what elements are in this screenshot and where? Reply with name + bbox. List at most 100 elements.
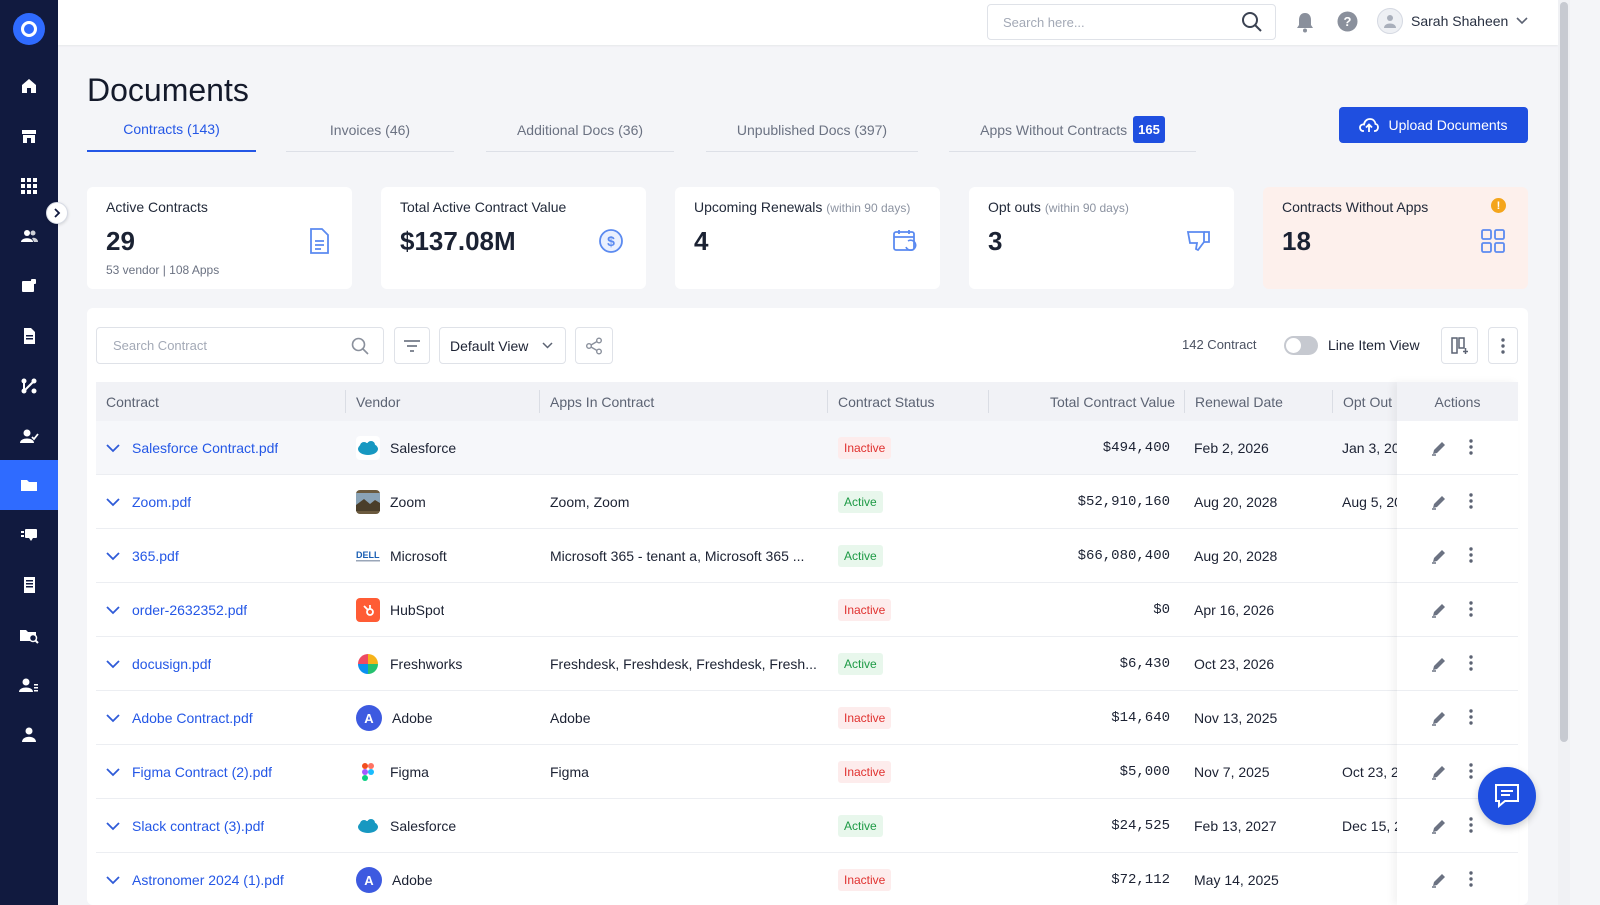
more-vertical-icon[interactable]	[1469, 871, 1473, 887]
expand-row-chevron-icon[interactable]	[106, 637, 122, 691]
tab-invoices[interactable]: Invoices (46)	[286, 108, 454, 152]
table-row[interactable]: order-2632352.pdf HubSpot Inactive $0 Ap…	[96, 583, 1518, 637]
contract-name-link[interactable]: Salesforce Contract.pdf	[132, 440, 279, 456]
column-apps[interactable]: Apps In Contract	[540, 382, 828, 421]
contract-name-link[interactable]: Adobe Contract.pdf	[132, 710, 253, 726]
column-renewal-date[interactable]: Renewal Date	[1185, 382, 1333, 421]
reports-icon[interactable]	[0, 560, 58, 610]
global-search-input[interactable]	[1003, 14, 1241, 30]
stat-card-contracts-without-apps[interactable]: Contracts Without Apps 18 !	[1263, 187, 1528, 289]
edit-pencil-icon[interactable]	[1430, 655, 1448, 673]
table-row[interactable]: Figma Contract (2).pdf Figma Figma Inact…	[96, 745, 1518, 799]
more-vertical-icon[interactable]	[1469, 709, 1473, 725]
line-item-view-toggle[interactable]	[1284, 336, 1318, 355]
store-icon[interactable]	[0, 111, 58, 161]
edit-pencil-icon[interactable]	[1430, 439, 1448, 457]
search-icon[interactable]	[1241, 11, 1263, 33]
table-row[interactable]: docusign.pdf Freshworks Freshdesk, Fresh…	[96, 637, 1518, 691]
contract-search-input[interactable]	[113, 338, 351, 353]
contract-name-link[interactable]: order-2632352.pdf	[132, 602, 248, 618]
stat-card-opt-outs[interactable]: Opt outs (within 90 days) 3	[969, 187, 1234, 289]
expand-row-chevron-icon[interactable]	[106, 853, 122, 905]
more-vertical-icon[interactable]	[1469, 655, 1473, 671]
column-status[interactable]: Contract Status	[828, 382, 989, 421]
expand-row-chevron-icon[interactable]	[106, 745, 122, 799]
global-search[interactable]	[987, 4, 1276, 40]
contract-name-link[interactable]: Zoom.pdf	[132, 494, 192, 510]
contract-name-link[interactable]: Slack contract (3).pdf	[132, 818, 265, 834]
app-logo[interactable]	[13, 13, 45, 45]
user-settings-icon[interactable]	[0, 710, 58, 760]
table-row[interactable]: 365.pdf DELL Microsoft Microsoft 365 - t…	[96, 529, 1518, 583]
user-check-icon[interactable]	[0, 411, 58, 461]
scrollbar-thumb[interactable]	[1560, 2, 1568, 742]
table-row[interactable]: Zoom.pdf Zoom Zoom, Zoom Active $52,910,…	[96, 475, 1518, 529]
contract-name-link[interactable]: 365.pdf	[132, 548, 179, 564]
filter-button[interactable]	[394, 327, 430, 364]
document-icon[interactable]	[0, 311, 58, 361]
user-list-icon[interactable]	[0, 660, 58, 710]
more-vertical-icon[interactable]	[1469, 493, 1473, 509]
expand-row-chevron-icon[interactable]	[106, 799, 122, 853]
chat-support-button[interactable]	[1478, 767, 1536, 825]
column-contract[interactable]: Contract	[96, 382, 346, 421]
view-select[interactable]: Default View	[439, 327, 566, 364]
folder-search-icon[interactable]	[0, 610, 58, 660]
help-icon[interactable]: ?	[1337, 11, 1358, 37]
home-icon[interactable]	[0, 61, 58, 111]
contract-name-link[interactable]: Figma Contract (2).pdf	[132, 764, 273, 780]
contract-status: Active	[838, 799, 883, 853]
edit-pencil-icon[interactable]	[1430, 763, 1448, 781]
table-more-button[interactable]	[1488, 327, 1518, 364]
more-vertical-icon[interactable]	[1469, 763, 1473, 779]
user-menu[interactable]: Sarah Shaheen	[1377, 8, 1528, 34]
page-scrollbar[interactable]	[1558, 0, 1570, 905]
integrations-icon[interactable]	[0, 261, 58, 311]
expand-row-chevron-icon[interactable]	[106, 583, 122, 637]
search-icon[interactable]	[351, 337, 369, 355]
more-vertical-icon[interactable]	[1469, 601, 1473, 617]
tab-unpublished-docs[interactable]: Unpublished Docs (397)	[706, 108, 918, 152]
tab-additional-docs[interactable]: Additional Docs (36)	[486, 108, 674, 152]
feedback-icon[interactable]	[0, 510, 58, 560]
folder-icon[interactable]	[0, 460, 58, 510]
column-total-value[interactable]: Total Contract Value	[989, 382, 1185, 421]
edit-pencil-icon[interactable]	[1430, 493, 1448, 511]
apps-in-contract	[550, 421, 822, 475]
table-row[interactable]: Salesforce Contract.pdf Salesforce Inact…	[96, 421, 1518, 475]
contract-search[interactable]	[96, 327, 384, 364]
edit-pencil-icon[interactable]	[1430, 601, 1448, 619]
workflow-icon[interactable]	[0, 361, 58, 411]
column-opt-out[interactable]: Opt Out	[1343, 393, 1393, 410]
edit-pencil-icon[interactable]	[1430, 709, 1448, 727]
users-icon[interactable]	[0, 211, 58, 261]
edit-pencil-icon[interactable]	[1430, 871, 1448, 889]
column-vendor[interactable]: Vendor	[346, 382, 540, 421]
contract-name-link[interactable]: docusign.pdf	[132, 656, 212, 672]
more-vertical-icon[interactable]	[1469, 817, 1473, 833]
expand-row-chevron-icon[interactable]	[106, 475, 122, 529]
table-row[interactable]: Slack contract (3).pdf Salesforce Active…	[96, 799, 1518, 853]
table-row[interactable]: Astronomer 2024 (1).pdf A Adobe Inactive…	[96, 853, 1518, 905]
more-vertical-icon[interactable]	[1469, 439, 1473, 455]
expand-row-chevron-icon[interactable]	[106, 529, 122, 583]
contract-name-link[interactable]: Astronomer 2024 (1).pdf	[132, 872, 284, 888]
apps-grid-icon[interactable]	[0, 161, 58, 211]
share-button[interactable]	[575, 327, 613, 364]
stat-card-total-contract-value[interactable]: Total Active Contract Value $137.08M $	[381, 187, 646, 289]
stat-card-active-contracts[interactable]: Active Contracts 29 53 vendor | 108 Apps	[87, 187, 352, 289]
expand-row-chevron-icon[interactable]	[106, 691, 122, 745]
columns-button[interactable]	[1441, 327, 1478, 364]
expand-row-chevron-icon[interactable]	[106, 421, 122, 475]
table-row[interactable]: Adobe Contract.pdf A Adobe Adobe Inactiv…	[96, 691, 1518, 745]
more-vertical-icon[interactable]	[1469, 547, 1473, 563]
tab-apps-without-contracts[interactable]: Apps Without Contracts 165	[949, 108, 1196, 152]
tab-contracts[interactable]: Contracts (143)	[87, 108, 256, 152]
sidebar-expand-button[interactable]	[46, 202, 68, 224]
upload-documents-button[interactable]: Upload Documents	[1339, 107, 1528, 143]
notification-bell-icon[interactable]	[1295, 11, 1315, 38]
edit-pencil-icon[interactable]	[1430, 817, 1448, 835]
stat-card-upcoming-renewals[interactable]: Upcoming Renewals (within 90 days) 4	[675, 187, 940, 289]
avatar	[1377, 8, 1403, 34]
edit-pencil-icon[interactable]	[1430, 547, 1448, 565]
